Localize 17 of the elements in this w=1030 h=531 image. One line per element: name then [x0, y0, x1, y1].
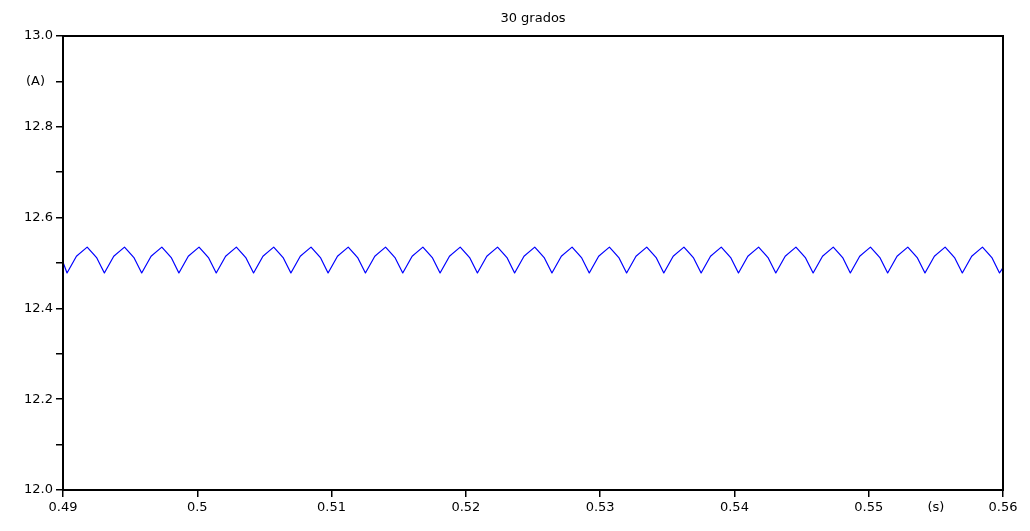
x-tick-label: 0.52: [451, 499, 481, 515]
x-tick-label: 0.51: [317, 499, 347, 515]
y-tick-label: 12.4: [24, 299, 53, 315]
y-tick-label: 12.8: [24, 118, 53, 134]
x-tick-label: 0.49: [48, 499, 78, 515]
chart-title: 30 grados: [500, 10, 566, 26]
y-tick-label: 13.0: [24, 27, 53, 43]
y-tick-label: 12.0: [24, 481, 53, 497]
x-tick-label: 0.55: [854, 499, 884, 515]
y-tick-label: 12.6: [24, 208, 53, 224]
x-axis-title: (s): [927, 498, 945, 514]
x-tick-label: 0.5: [186, 499, 208, 515]
x-tick-label: 0.54: [719, 499, 749, 515]
x-tick-label: 0.56: [988, 499, 1018, 515]
x-tick-label: 0.53: [585, 499, 615, 515]
y-tick-label: 12.2: [24, 390, 53, 406]
y-axis-title: (A): [25, 72, 45, 88]
